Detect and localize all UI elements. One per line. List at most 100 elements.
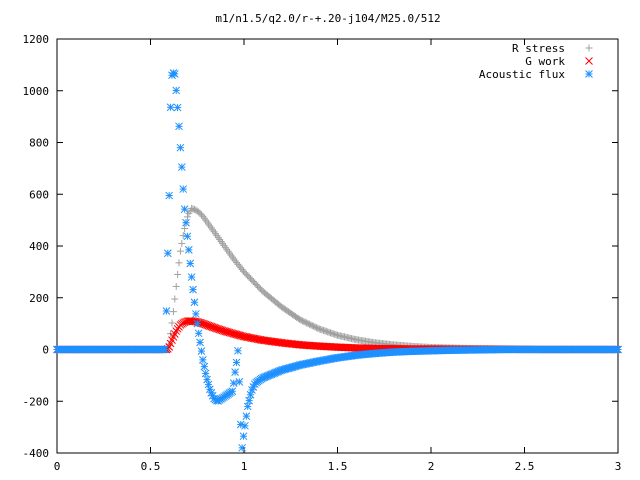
x-tick-label: 1.5 (328, 460, 348, 473)
data-point (165, 191, 174, 200)
data-point (197, 347, 206, 355)
data-point (176, 143, 185, 152)
data-point (172, 86, 181, 95)
data-point (201, 369, 210, 378)
x-tick-label: 1 (241, 460, 248, 473)
data-point (169, 308, 177, 316)
data-point (614, 345, 622, 354)
data-point (173, 103, 182, 112)
data-point (238, 443, 246, 452)
data-point (166, 103, 175, 112)
data-point (232, 358, 241, 367)
data-point (161, 345, 169, 354)
data-point (204, 380, 213, 389)
data-point (179, 232, 187, 240)
data-point (162, 307, 171, 315)
data-point (178, 239, 186, 247)
series-acoustic-flux (53, 69, 622, 452)
data-point (214, 325, 223, 333)
data-point (184, 246, 193, 254)
y-tick-label: -400 (23, 447, 50, 460)
data-point (215, 325, 224, 334)
data-point (170, 70, 179, 78)
y-tick-label: 400 (29, 240, 49, 253)
data-point (235, 377, 244, 386)
data-point (206, 322, 214, 330)
data-point (181, 225, 189, 233)
data-point (246, 390, 255, 399)
data-point (190, 298, 199, 307)
data-point (172, 282, 180, 290)
data-point (171, 295, 179, 303)
data-point (245, 396, 253, 405)
data-point (183, 232, 192, 241)
data-point (241, 421, 249, 430)
data-point (203, 321, 211, 329)
data-point (204, 321, 213, 330)
y-tick-label: 1000 (23, 85, 50, 98)
data-point (180, 205, 189, 213)
legend-label: G work (525, 55, 565, 68)
series-layer (53, 69, 622, 452)
plot-frame (56, 38, 619, 454)
data-point (217, 326, 225, 334)
legend-label: R stress (512, 42, 565, 55)
data-point (168, 319, 176, 327)
legend-marker (585, 44, 593, 52)
y-tick-label: 200 (29, 292, 49, 305)
data-point (200, 362, 209, 371)
data-point (182, 218, 190, 227)
data-point (210, 323, 218, 332)
y-tick-label: -200 (23, 395, 50, 408)
y-tick-label: 800 (29, 137, 49, 150)
data-point (175, 122, 183, 131)
x-tick-label: 2.5 (515, 460, 535, 473)
data-point (201, 320, 210, 329)
data-point (200, 320, 209, 328)
legend-marker (585, 70, 593, 78)
data-point (176, 247, 184, 255)
data-point (203, 375, 211, 384)
data-point (218, 326, 227, 335)
data-point (177, 163, 186, 171)
data-point (207, 322, 216, 331)
data-point (243, 402, 252, 411)
data-point (239, 432, 248, 441)
data-point (175, 259, 183, 267)
data-point (187, 273, 196, 281)
x-tick-label: 2 (428, 460, 435, 473)
data-point (220, 327, 228, 335)
data-point (174, 270, 182, 278)
axis-ticks: 0 0.5 1 1.5 2 2.5 3 -400 -200 0 200 400 600 800 1000 12… (23, 33, 622, 473)
legend-label: Acoustic flux (479, 68, 565, 81)
data-point (191, 310, 200, 318)
data-point (179, 185, 188, 193)
data-point (196, 338, 204, 347)
x-tick-label: 0 (54, 460, 61, 473)
data-point (172, 327, 181, 335)
y-tick-label: 1200 (23, 33, 50, 46)
data-point (194, 329, 203, 338)
data-point (228, 387, 237, 396)
data-point (199, 319, 207, 328)
x-tick-label: 0.5 (141, 460, 161, 473)
data-point (231, 368, 239, 376)
legend-marker (585, 57, 593, 65)
data-point (186, 259, 195, 268)
data-point (193, 319, 202, 328)
data-point (229, 379, 238, 387)
data-point (208, 323, 217, 331)
chart-title: m1/n1.5/q2.0/r-+.20-j104/M25.0/512 (215, 12, 440, 25)
data-point (213, 324, 221, 333)
data-point (183, 213, 191, 221)
data-point (211, 324, 220, 332)
y-tick-label: 600 (29, 188, 49, 201)
data-point (189, 285, 197, 294)
y-tick-label: 0 (42, 344, 49, 357)
data-point (163, 249, 172, 258)
series-r-stress (53, 204, 622, 353)
data-point (234, 346, 242, 355)
x-tick-label: 3 (615, 460, 622, 473)
